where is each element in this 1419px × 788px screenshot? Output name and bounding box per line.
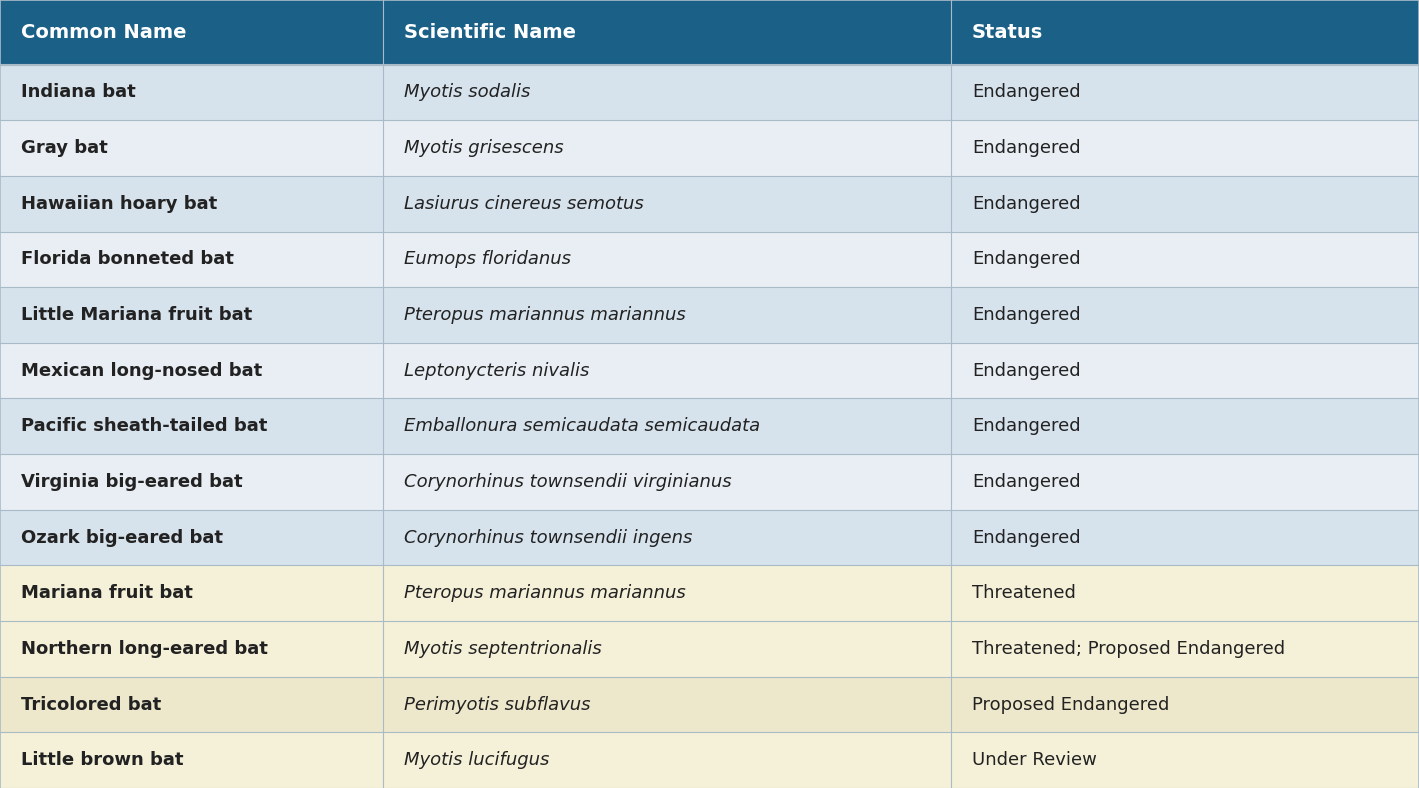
Text: Pteropus mariannus mariannus: Pteropus mariannus mariannus (404, 584, 687, 602)
Text: Virginia big-eared bat: Virginia big-eared bat (21, 473, 243, 491)
Text: Myotis septentrionalis: Myotis septentrionalis (404, 640, 602, 658)
Text: Endangered: Endangered (972, 418, 1081, 435)
Text: Mexican long-nosed bat: Mexican long-nosed bat (21, 362, 263, 380)
Bar (0, 510, 1419, 566)
Text: Leptonycteris nivalis: Leptonycteris nivalis (404, 362, 590, 380)
Text: Myotis grisescens: Myotis grisescens (404, 139, 563, 157)
Bar (0, 232, 1419, 287)
Text: Ozark big-eared bat: Ozark big-eared bat (21, 529, 223, 547)
Bar (0, 732, 1419, 788)
Bar (0, 0, 1419, 65)
Text: Endangered: Endangered (972, 473, 1081, 491)
Text: Mariana fruit bat: Mariana fruit bat (21, 584, 193, 602)
Text: Endangered: Endangered (972, 529, 1081, 547)
Text: Eumops floridanus: Eumops floridanus (404, 251, 572, 269)
Bar (0, 677, 1419, 732)
Text: Florida bonneted bat: Florida bonneted bat (21, 251, 234, 269)
Bar (0, 343, 1419, 399)
Text: Endangered: Endangered (972, 306, 1081, 324)
Text: Under Review: Under Review (972, 751, 1097, 769)
Text: Indiana bat: Indiana bat (21, 84, 136, 102)
Text: Little Mariana fruit bat: Little Mariana fruit bat (21, 306, 253, 324)
Bar (0, 399, 1419, 454)
Text: Hawaiian hoary bat: Hawaiian hoary bat (21, 195, 217, 213)
Text: Myotis lucifugus: Myotis lucifugus (404, 751, 549, 769)
Text: Northern long-eared bat: Northern long-eared bat (21, 640, 268, 658)
Text: Myotis sodalis: Myotis sodalis (404, 84, 531, 102)
Text: Gray bat: Gray bat (21, 139, 108, 157)
Text: Status: Status (972, 23, 1043, 42)
Text: Perimyotis subflavus: Perimyotis subflavus (404, 696, 590, 713)
Text: Emballonura semicaudata semicaudata: Emballonura semicaudata semicaudata (404, 418, 761, 435)
Text: Endangered: Endangered (972, 195, 1081, 213)
Text: Endangered: Endangered (972, 362, 1081, 380)
Bar (0, 621, 1419, 677)
Text: Scientific Name: Scientific Name (404, 23, 576, 42)
Text: Endangered: Endangered (972, 251, 1081, 269)
Bar (0, 287, 1419, 343)
Text: Tricolored bat: Tricolored bat (21, 696, 162, 713)
Text: Common Name: Common Name (21, 23, 187, 42)
Text: Proposed Endangered: Proposed Endangered (972, 696, 1169, 713)
Text: Lasiurus cinereus semotus: Lasiurus cinereus semotus (404, 195, 644, 213)
Text: Threatened: Threatened (972, 584, 1076, 602)
Text: Little brown bat: Little brown bat (21, 751, 184, 769)
Bar (0, 566, 1419, 621)
Bar (0, 65, 1419, 121)
Text: Threatened; Proposed Endangered: Threatened; Proposed Endangered (972, 640, 1286, 658)
Bar (0, 121, 1419, 176)
Bar (0, 176, 1419, 232)
Text: Endangered: Endangered (972, 84, 1081, 102)
Bar (0, 454, 1419, 510)
Text: Endangered: Endangered (972, 139, 1081, 157)
Text: Corynorhinus townsendii ingens: Corynorhinus townsendii ingens (404, 529, 692, 547)
Text: Pteropus mariannus mariannus: Pteropus mariannus mariannus (404, 306, 687, 324)
Text: Pacific sheath-tailed bat: Pacific sheath-tailed bat (21, 418, 268, 435)
Text: Corynorhinus townsendii virginianus: Corynorhinus townsendii virginianus (404, 473, 732, 491)
